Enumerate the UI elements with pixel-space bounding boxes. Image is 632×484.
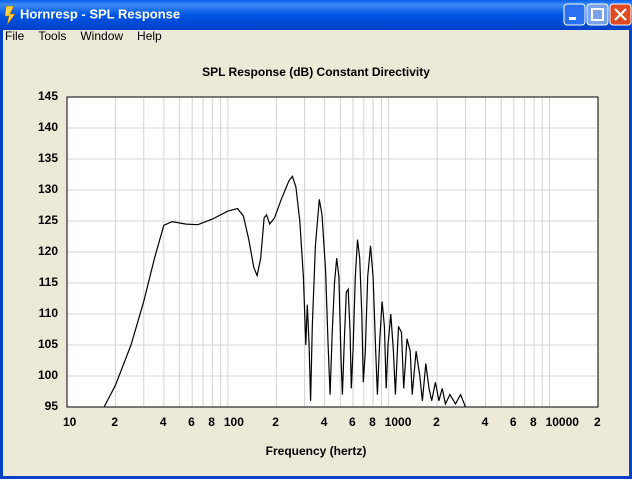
y-tick-label: 130 [38,182,58,196]
menu-item[interactable]: Help [137,29,162,43]
x-tick-label: 4 [482,415,489,429]
title-bar [0,0,632,30]
x-tick-label: 10000 [546,415,580,429]
y-tick-label: 115 [39,275,59,289]
window-title: Hornresp - SPL Response [20,6,180,21]
menu-item[interactable]: Tools [38,29,66,43]
minimize-button[interactable] [563,3,586,26]
x-tick-label: 6 [349,415,356,429]
app-icon [4,5,16,26]
x-tick-label: 2 [272,415,279,429]
x-tick-label: 6 [510,415,517,429]
y-tick-label: 105 [38,337,58,351]
menu-item[interactable]: File [5,29,25,43]
y-tick-label: 95 [45,399,59,413]
x-tick-label: 2 [594,415,601,429]
y-tick-label: 120 [38,244,58,258]
x-tick-label: 8 [530,415,537,429]
menu-item[interactable]: Window [80,29,123,43]
x-tick-label: 10 [63,415,77,429]
spl-line [103,175,467,407]
y-tick-label: 135 [38,151,58,165]
y-tick-label: 100 [38,368,58,382]
x-tick-label: 6 [188,415,195,429]
close-button[interactable] [609,3,632,26]
y-tick-label: 110 [39,306,59,320]
y-tick-label: 125 [38,213,58,227]
x-tick-label: 100 [224,415,244,429]
x-tick-label: 8 [369,415,376,429]
x-tick-label: 4 [160,415,167,429]
x-axis-label: Frequency (hertz) [266,444,367,458]
y-tick-label: 140 [38,120,58,134]
x-tick-label: 4 [321,415,328,429]
x-tick-label: 8 [208,415,215,429]
chart-title: SPL Response (dB) Constant Directivity [202,65,430,79]
x-tick-label: 1000 [385,415,412,429]
x-tick-label: 2 [111,415,118,429]
plot-border [66,96,599,408]
menu-bar: File Tools Window Help [5,29,162,43]
maximize-button[interactable] [586,3,609,26]
x-tick-label: 2 [433,415,440,429]
y-tick-label: 145 [38,89,58,103]
